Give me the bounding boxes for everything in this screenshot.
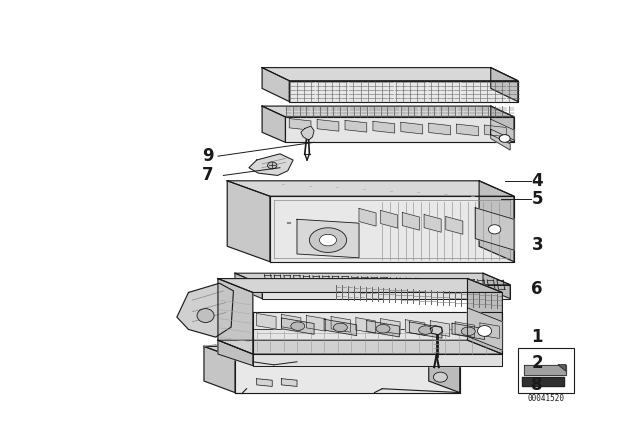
Ellipse shape [419, 326, 433, 334]
Bar [518, 348, 573, 392]
Polygon shape [467, 279, 502, 354]
Polygon shape [522, 377, 564, 386]
Polygon shape [235, 273, 262, 299]
Polygon shape [324, 319, 356, 336]
Text: 8: 8 [531, 376, 543, 394]
Polygon shape [480, 323, 499, 339]
Polygon shape [262, 106, 285, 142]
Polygon shape [204, 346, 460, 358]
Polygon shape [282, 318, 314, 334]
Polygon shape [558, 365, 566, 371]
Polygon shape [373, 121, 395, 133]
Polygon shape [249, 154, 293, 176]
Polygon shape [446, 216, 463, 234]
Polygon shape [476, 208, 514, 250]
Polygon shape [218, 340, 502, 354]
Ellipse shape [477, 326, 492, 336]
Polygon shape [359, 208, 376, 226]
Polygon shape [356, 318, 375, 333]
Polygon shape [257, 379, 272, 386]
Polygon shape [430, 321, 450, 336]
Text: 1: 1 [531, 328, 543, 346]
Polygon shape [253, 354, 502, 366]
Polygon shape [467, 308, 502, 350]
Polygon shape [345, 121, 367, 132]
Polygon shape [285, 117, 514, 142]
Polygon shape [381, 319, 400, 334]
Polygon shape [484, 125, 506, 137]
Ellipse shape [291, 322, 305, 330]
Polygon shape [227, 181, 514, 196]
Polygon shape [262, 106, 514, 117]
Text: 00041520: 00041520 [527, 394, 564, 403]
Polygon shape [479, 181, 514, 262]
Polygon shape [177, 283, 234, 337]
Polygon shape [331, 317, 351, 332]
Polygon shape [270, 196, 514, 262]
Ellipse shape [461, 327, 476, 336]
Polygon shape [289, 119, 311, 130]
Ellipse shape [319, 234, 337, 246]
Ellipse shape [376, 324, 390, 333]
Polygon shape [262, 68, 518, 81]
Polygon shape [429, 123, 451, 135]
Polygon shape [457, 124, 478, 136]
Text: 7: 7 [202, 166, 214, 185]
Polygon shape [491, 106, 514, 142]
Polygon shape [289, 81, 518, 102]
Polygon shape [297, 220, 359, 258]
Polygon shape [491, 119, 514, 150]
Text: 2: 2 [531, 354, 543, 372]
Text: 9: 9 [202, 147, 214, 165]
Text: 5: 5 [531, 190, 543, 207]
Polygon shape [262, 68, 289, 102]
Ellipse shape [197, 309, 214, 323]
Ellipse shape [268, 162, 277, 169]
Polygon shape [218, 340, 253, 366]
Ellipse shape [433, 372, 447, 382]
Polygon shape [410, 322, 442, 338]
Polygon shape [406, 320, 425, 336]
Ellipse shape [333, 323, 348, 332]
Polygon shape [455, 322, 474, 337]
Polygon shape [227, 181, 270, 262]
Ellipse shape [488, 225, 501, 234]
Polygon shape [235, 358, 460, 392]
Polygon shape [218, 279, 502, 293]
Polygon shape [204, 346, 235, 392]
Polygon shape [235, 273, 510, 285]
Text: 3: 3 [531, 236, 543, 254]
Polygon shape [257, 314, 276, 329]
Polygon shape [253, 312, 502, 354]
Polygon shape [282, 314, 301, 330]
Polygon shape [218, 279, 253, 354]
Ellipse shape [309, 228, 347, 252]
Ellipse shape [499, 134, 510, 142]
Text: 4: 4 [531, 172, 543, 190]
Polygon shape [307, 315, 326, 331]
Polygon shape [430, 326, 443, 335]
Polygon shape [452, 323, 484, 340]
Polygon shape [317, 120, 339, 131]
Polygon shape [483, 273, 510, 299]
Polygon shape [403, 212, 419, 230]
Polygon shape [282, 379, 297, 386]
Polygon shape [381, 211, 397, 228]
Polygon shape [429, 346, 460, 392]
Polygon shape [262, 285, 510, 299]
Polygon shape [367, 321, 399, 337]
Polygon shape [524, 365, 566, 375]
Polygon shape [491, 68, 518, 102]
Polygon shape [301, 126, 314, 140]
Polygon shape [401, 122, 422, 134]
Polygon shape [424, 215, 441, 232]
Text: 6: 6 [531, 280, 543, 297]
